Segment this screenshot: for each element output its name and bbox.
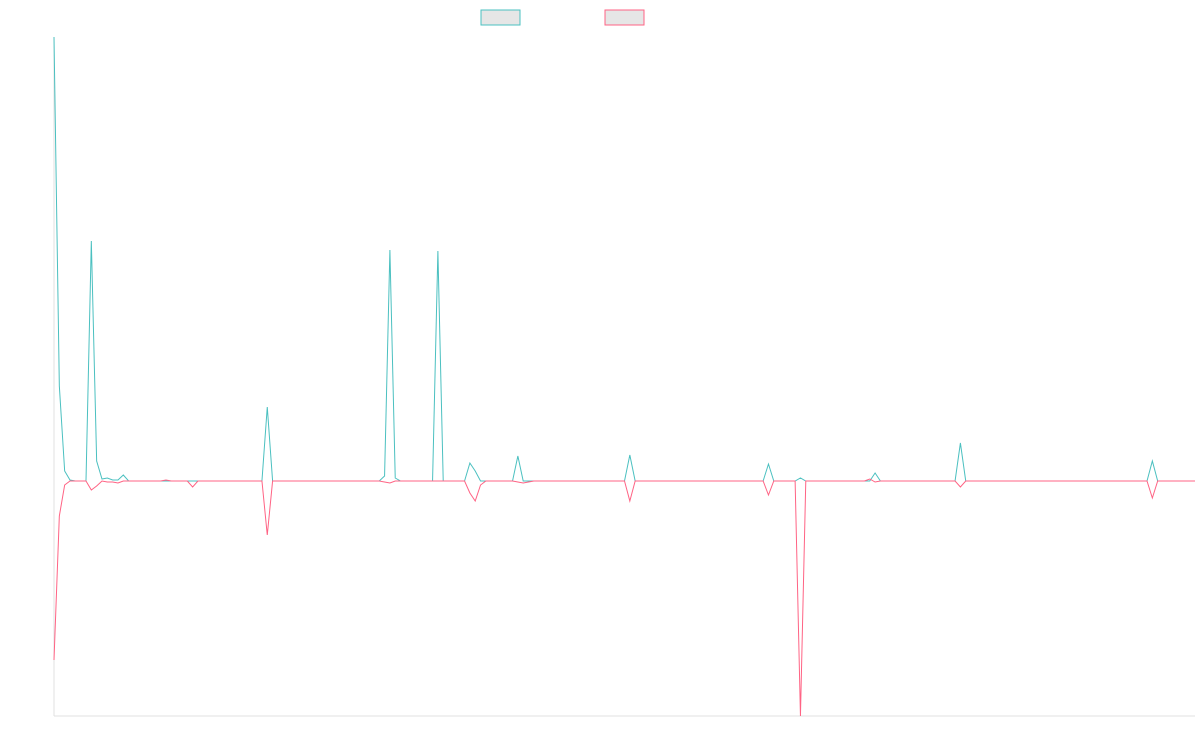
legend-swatch — [604, 9, 645, 26]
series-line — [53, 36, 1195, 482]
series-line — [53, 478, 1195, 717]
legend-swatch — [480, 9, 521, 26]
